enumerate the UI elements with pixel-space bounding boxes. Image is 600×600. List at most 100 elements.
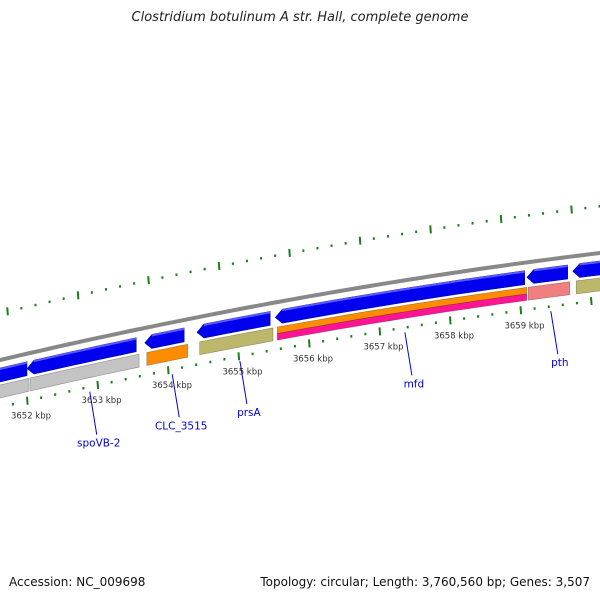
upper-tick-minor-tick — [245, 259, 248, 263]
lower-tick-minor-tick — [575, 301, 578, 305]
upper-tick-minor-tick — [598, 205, 600, 208]
lower-tick-major-tick — [519, 306, 523, 315]
upper-tick-minor-tick — [119, 285, 122, 288]
upper-tick-minor-tick — [274, 254, 277, 257]
cds-highlight — [282, 270, 525, 312]
lower-tick-minor-tick — [322, 339, 325, 343]
lower-tick-minor-tick — [110, 380, 113, 384]
gene-label-pth[interactable]: pth — [551, 357, 568, 369]
lower-tick-minor-tick — [392, 328, 395, 331]
cds-highlight — [0, 361, 28, 371]
cds-highlight — [533, 265, 568, 272]
lower-tick-major-tick — [26, 396, 29, 405]
upper-tick-minor-tick — [175, 273, 178, 276]
lower-tick-minor-tick — [138, 374, 141, 378]
lower-tick-minor-tick — [124, 377, 127, 381]
lower-tick-minor-tick — [265, 350, 268, 353]
lower-tick-minor-tick — [350, 335, 353, 338]
lower-tick-minor-tick — [279, 347, 282, 350]
lower-tick-minor-tick — [152, 372, 155, 375]
gene-label-leader — [171, 374, 180, 418]
cds-highlight — [151, 327, 185, 337]
gene-label-leader — [239, 360, 248, 405]
upper-tick-minor-tick — [344, 242, 347, 245]
upper-tick-minor-tick — [556, 210, 559, 213]
tick-label: 3653 kbp — [81, 396, 121, 406]
cds-feature-0[interactable] — [0, 361, 28, 383]
lower-tick-minor-tick — [547, 305, 550, 308]
upper-tick-major-tick — [570, 205, 573, 214]
lower-tick-minor-tick — [505, 311, 508, 314]
upper-tick-minor-tick — [527, 214, 530, 217]
gene-label-mfd[interactable]: mfd — [404, 378, 425, 390]
lower-tick-minor-tick — [364, 332, 367, 336]
tick-label: 3659 kbp — [504, 321, 544, 331]
lower-tick-minor-tick — [420, 323, 423, 327]
gene-feature-2[interactable] — [146, 343, 188, 366]
lower-tick-minor-tick — [54, 393, 57, 396]
gene-label-CLC_3515[interactable]: CLC_3515 — [155, 420, 208, 432]
upper-tick-major-tick — [147, 276, 150, 285]
accession-text: Accession: NC_009698 — [9, 575, 146, 589]
lower-tick-minor-tick — [477, 315, 480, 318]
lower-tick-minor-tick — [434, 321, 437, 325]
upper-tick-minor-tick — [161, 276, 164, 279]
upper-tick-minor-tick — [62, 297, 65, 300]
gene-label-leader — [404, 332, 413, 376]
lower-tick-major-tick — [378, 327, 382, 336]
tick-label: 3656 kbp — [293, 354, 333, 364]
gene-feature-1[interactable] — [30, 353, 140, 392]
lower-tick-major-tick — [237, 352, 241, 361]
lower-tick-minor-tick — [181, 366, 184, 369]
lower-tick-major-tick — [590, 297, 593, 306]
upper-tick-major-tick — [76, 291, 80, 300]
upper-tick-minor-tick — [316, 246, 319, 250]
lower-tick-major-tick — [96, 380, 100, 390]
lower-tick-minor-tick — [209, 360, 212, 364]
lower-tick-minor-tick — [561, 303, 564, 307]
gene-feature-5[interactable] — [276, 293, 528, 341]
upper-tick-minor-tick — [189, 270, 192, 274]
upper-tick-minor-tick — [372, 237, 375, 240]
topology-text: Topology: circular; Length: 3,760,560 bp… — [260, 575, 590, 589]
upper-tick-minor-tick — [302, 249, 305, 252]
tick-label: 3657 kbp — [363, 342, 403, 352]
cds-highlight — [203, 311, 271, 326]
upper-tick-major-tick — [358, 236, 362, 245]
gene-feature-0[interactable] — [0, 377, 30, 400]
upper-tick-minor-tick — [203, 267, 206, 271]
lower-tick-minor-tick — [406, 325, 409, 329]
gene-label-leader — [550, 311, 559, 355]
upper-tick-minor-tick — [457, 224, 460, 227]
tick-label: 3654 kbp — [152, 381, 192, 391]
lower-tick-minor-tick — [195, 363, 198, 367]
upper-tick-major-tick — [429, 225, 432, 234]
upper-tick-major-tick — [6, 307, 9, 316]
lower-tick-minor-tick — [533, 307, 536, 310]
upper-tick-minor-tick — [513, 216, 516, 219]
gene-feature-3[interactable] — [199, 327, 274, 356]
upper-tick-minor-tick — [104, 288, 107, 291]
lower-tick-minor-tick — [223, 358, 226, 361]
tick-label: 3655 kbp — [222, 367, 262, 377]
gene-feature-7[interactable] — [575, 277, 600, 295]
lower-tick-minor-tick — [463, 317, 466, 320]
lower-tick-minor-tick — [82, 387, 85, 390]
gene-label-spoVB-2[interactable]: spoVB-2 — [77, 438, 120, 450]
upper-tick-minor-tick — [48, 300, 51, 304]
backbone-line — [0, 250, 600, 363]
gene-feature-6[interactable] — [527, 281, 571, 301]
upper-tick-minor-tick — [260, 257, 263, 260]
upper-tick-minor-tick — [231, 262, 234, 265]
upper-tick-major-tick — [217, 262, 221, 271]
lower-tick-minor-tick — [40, 396, 43, 400]
upper-tick-minor-tick — [20, 307, 23, 310]
upper-tick-minor-tick — [443, 226, 446, 229]
lower-tick-major-tick — [449, 316, 452, 325]
upper-tick-major-tick — [499, 214, 503, 224]
gene-label-prsA[interactable]: prsA — [237, 407, 261, 419]
upper-tick-minor-tick — [415, 230, 418, 234]
lower-tick-minor-tick — [68, 390, 71, 393]
upper-tick-minor-tick — [34, 303, 37, 307]
